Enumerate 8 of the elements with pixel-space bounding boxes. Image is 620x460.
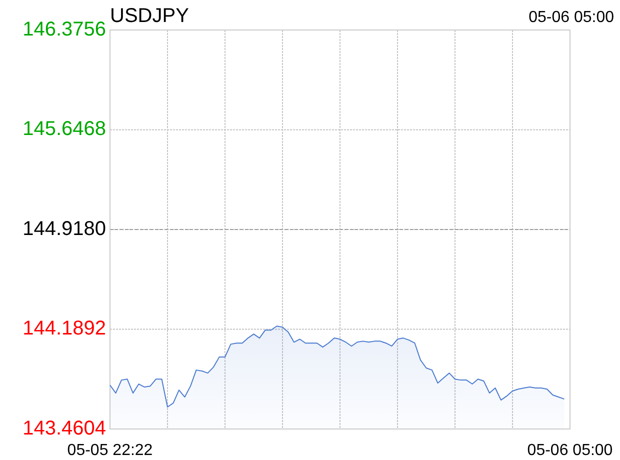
y-tick-label: 145.6468 xyxy=(22,118,106,140)
x-tick-label: 05-05 22:22 xyxy=(67,442,153,459)
y-tick-label: 144.9180 xyxy=(22,218,106,240)
y-tick-label: 146.3756 xyxy=(22,18,106,40)
text: 05-06 05:00 xyxy=(528,9,614,26)
chart-title: USDJPY xyxy=(110,5,189,27)
y-tick-label: 143.4604 xyxy=(22,417,106,440)
y-tick-label: 144.1892 xyxy=(22,318,106,340)
